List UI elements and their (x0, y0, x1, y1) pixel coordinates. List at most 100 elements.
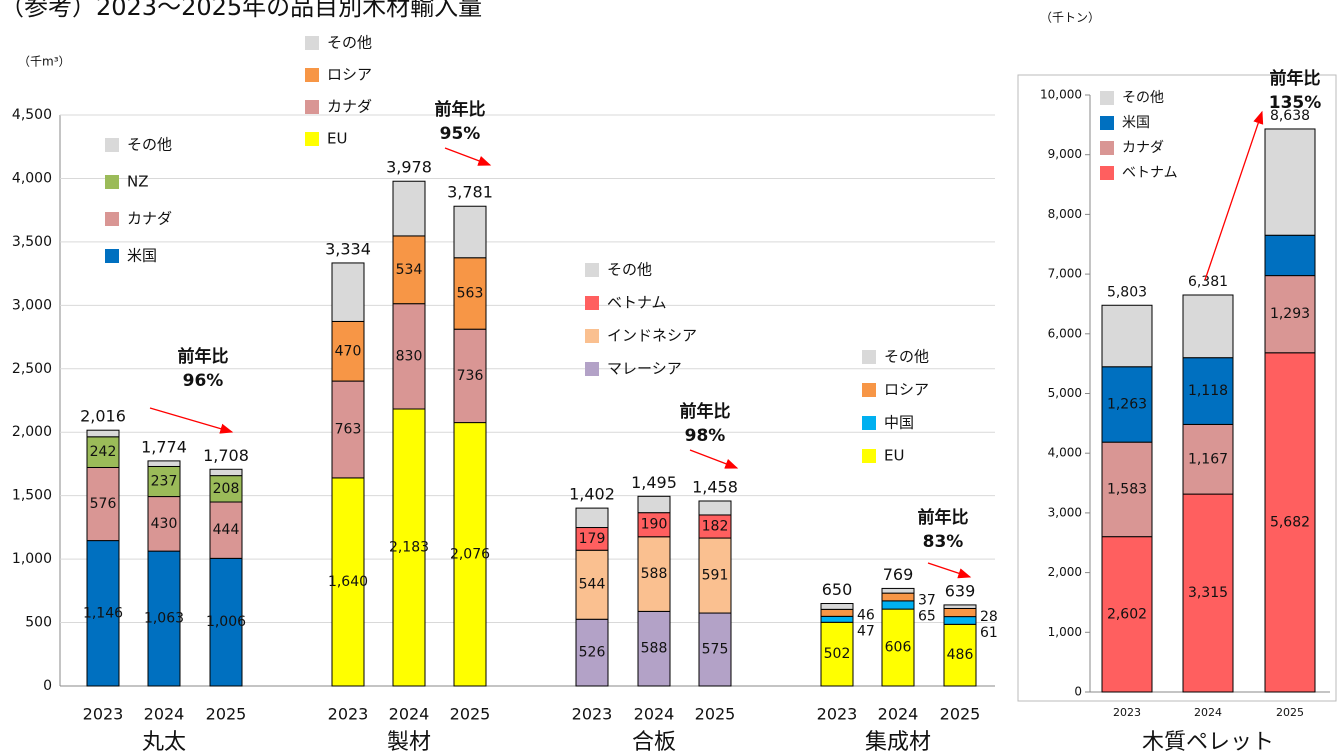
total-label: 8,638 (1270, 108, 1310, 124)
bar-segment (881, 587, 915, 594)
data-label: 179 (579, 531, 606, 547)
legend-swatch (305, 132, 319, 146)
y-tick-label: 10,000 (1040, 88, 1082, 102)
group-label: 合板 (632, 730, 676, 755)
data-label: 544 (579, 577, 606, 593)
data-label: 576 (90, 496, 117, 512)
bar-segment (392, 408, 426, 687)
bar-segment (637, 495, 671, 514)
y-tick-label: 1,000 (1048, 625, 1082, 639)
bar-segment (453, 328, 487, 424)
bar-segment (1101, 366, 1153, 443)
bar-segment (86, 429, 120, 438)
total-label: 1,495 (631, 473, 677, 492)
bar-segment (1264, 128, 1316, 236)
legend-label: その他 (607, 261, 652, 279)
legend-swatch (305, 36, 319, 50)
bar-segment (881, 608, 915, 687)
y-tick-label: 3,500 (12, 234, 52, 250)
bar-segment (331, 262, 365, 322)
x-tick-label: 2023 (1113, 706, 1141, 719)
x-tick-label: 2024 (1194, 706, 1222, 719)
annotation: 前年比 (680, 401, 731, 422)
y-tick-label: 7,000 (1048, 267, 1082, 281)
data-label: 65 (918, 608, 936, 624)
legend-label: インドネシア (607, 327, 697, 345)
bar-segment (1182, 294, 1234, 359)
bar-segment (1101, 304, 1153, 368)
data-label: 502 (824, 646, 851, 662)
y-tick-label: 4,000 (12, 170, 52, 186)
legend-swatch (105, 212, 119, 226)
bar-segment (86, 436, 120, 468)
bar-segment (392, 180, 426, 237)
x-tick-label: 2024 (389, 705, 430, 724)
legend-label: カナダ (1122, 140, 1164, 156)
legend-swatch (105, 175, 119, 189)
legend-swatch (305, 100, 319, 114)
annotation: 96% (183, 371, 224, 391)
data-label: 1,118 (1188, 383, 1228, 399)
data-label: 208 (213, 481, 240, 497)
bar-segment (943, 604, 977, 609)
legend-label: マレーシア (607, 360, 682, 378)
legend-swatch (1100, 91, 1114, 105)
data-label: 1,006 (206, 614, 246, 630)
annotation-arrow (1204, 110, 1264, 281)
legend-swatch (862, 449, 876, 463)
data-label: 1,293 (1270, 306, 1310, 322)
data-label: 444 (213, 522, 240, 538)
y-tick-label: 8,000 (1048, 207, 1082, 221)
legend-label: その他 (884, 348, 929, 366)
annotation-arrow (149, 407, 234, 434)
legend-label: ロシア (884, 381, 929, 399)
y-tick-label: 4,500 (12, 107, 52, 123)
legend-label: ベトナム (607, 294, 667, 312)
annotation: 135% (1269, 93, 1322, 113)
bar-segment (820, 603, 854, 610)
y-tick-label: 6,000 (1048, 326, 1082, 340)
y-tick-label: 3,000 (12, 297, 52, 313)
bar-segment (392, 235, 426, 305)
legend-label: ロシア (327, 66, 372, 84)
y-tick-label: 2,000 (1048, 565, 1082, 579)
data-label: 2,076 (450, 546, 490, 562)
bar-segment (209, 557, 243, 687)
legend-swatch (585, 263, 599, 277)
group-label: 集成材 (865, 730, 931, 755)
bar-segment (209, 468, 243, 477)
x-tick-label: 2024 (634, 705, 675, 724)
y-tick-label: 5,000 (1048, 386, 1082, 400)
panel-frame (1017, 74, 1337, 702)
x-tick-label: 2024 (144, 705, 185, 724)
data-label: 37 (918, 592, 936, 608)
total-label: 3,781 (447, 183, 493, 202)
data-label: 237 (151, 474, 178, 490)
x-tick-label: 2025 (695, 705, 736, 724)
group-label: 丸太 (142, 730, 186, 755)
data-label: 28 (980, 609, 998, 625)
x-tick-label: 2023 (328, 705, 369, 724)
annotation: 前年比 (178, 346, 229, 367)
data-label: 575 (702, 642, 729, 658)
annotation-arrow (927, 562, 972, 579)
bar-segment (943, 616, 977, 625)
data-label: 1,167 (1188, 451, 1228, 467)
data-label: 2,183 (389, 540, 429, 556)
legend-swatch (862, 383, 876, 397)
data-label: 1,583 (1107, 481, 1147, 497)
annotation: 前年比 (435, 99, 486, 120)
legend-label: NZ (127, 173, 149, 191)
data-label: 430 (151, 516, 178, 532)
bar-segment (1264, 275, 1316, 354)
total-label: 5,803 (1107, 284, 1147, 300)
bar-segment (1182, 493, 1234, 693)
bar-segment (575, 549, 609, 620)
legend-swatch (585, 296, 599, 310)
data-label: 61 (980, 625, 998, 641)
bar-segment (575, 507, 609, 529)
total-label: 2,016 (80, 407, 126, 426)
total-label: 6,381 (1188, 274, 1228, 290)
bar-segment (1101, 441, 1153, 538)
x-tick-label: 2025 (450, 705, 491, 724)
